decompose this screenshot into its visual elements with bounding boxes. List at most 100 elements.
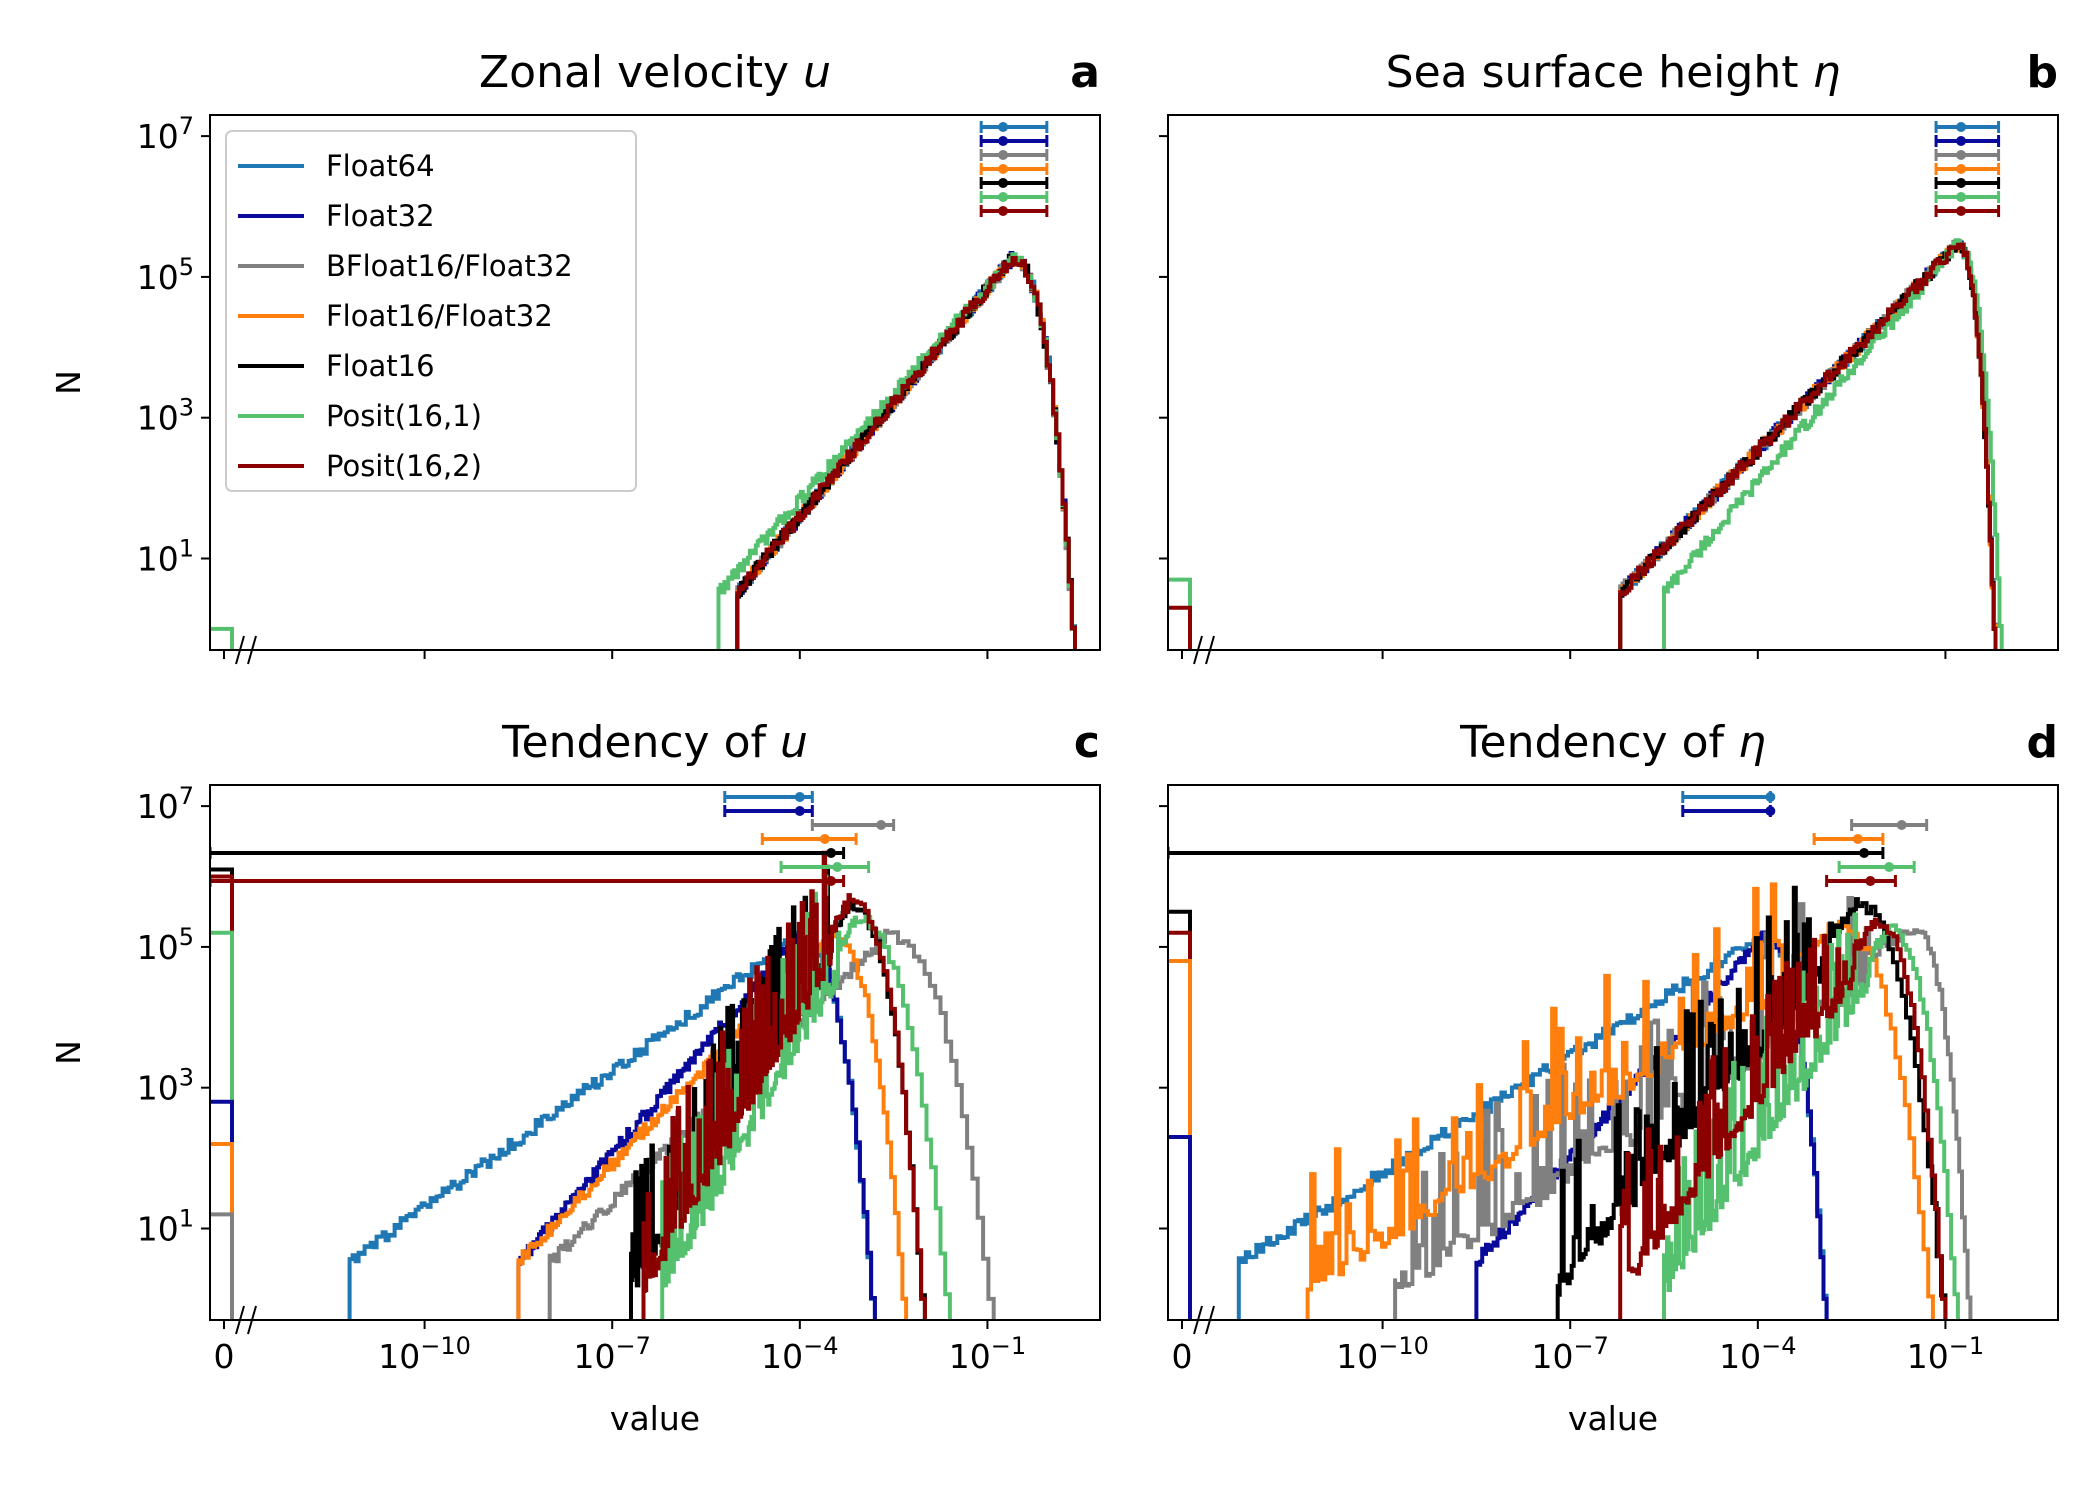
errorbar-posit-16-1 [779, 861, 871, 873]
errorbar-bfloat16-float32 [979, 149, 1049, 161]
errorbar-posit-16-2 [1934, 205, 2001, 217]
legend-label: Posit(16,2) [326, 449, 482, 483]
errorbar-float64 [979, 121, 1049, 133]
x-tick-label: 0 [1172, 1337, 1193, 1376]
errorbar-float16-float32 [1812, 833, 1885, 845]
plot-area [1168, 791, 1973, 1320]
errorbar-posit-16-2 [1825, 875, 1897, 887]
x-tick-label: 10−10 [378, 1332, 471, 1376]
errorbar-float16-float32 [1934, 163, 2001, 175]
x-tick-label: 10−7 [1532, 1332, 1609, 1376]
errorbar-posit-16-1 [1934, 191, 2001, 203]
x-tick-label: 10−1 [949, 1332, 1026, 1376]
panel-b: Sea surface height η b [1159, 47, 2059, 665]
series-line-posit-16-2 [1618, 917, 1948, 1320]
zero-bin-float16-float32 [210, 1142, 234, 1320]
legend-label: Float16 [326, 349, 435, 383]
zero-bin-posit-16-1 [210, 626, 234, 650]
y-tick-label: 101 [137, 534, 194, 578]
zero-bin-float32 [210, 1099, 234, 1320]
zero-bin-float16 [210, 867, 234, 1320]
y-tick-label: 103 [137, 1064, 194, 1108]
x-tick-label: 10−7 [574, 1332, 651, 1376]
axes-frame [1167, 114, 2059, 651]
zero-bin-float32 [1168, 1135, 1192, 1320]
axis-break-mark [235, 635, 257, 665]
y-tick-label: 101 [137, 1204, 194, 1248]
panel-title: Tendency of η [1459, 717, 1766, 768]
panel-title: Zonal velocity u [479, 47, 831, 98]
errorbar-float16-float32 [979, 163, 1049, 175]
errorbar-float32 [979, 135, 1049, 147]
errorbar-bfloat16-float32 [1850, 819, 1929, 831]
errorbar-bfloat16-float32 [1934, 149, 2001, 161]
zero-bin-posit-16-1 [1168, 577, 1192, 650]
legend-label: Float32 [326, 199, 435, 233]
y-tick-label: 103 [137, 394, 194, 438]
x-tick-label: 10−4 [761, 1332, 838, 1376]
panel-d: 0 10−10 10−7 10−4 10−1 Tendency of η d value [1159, 717, 2059, 1438]
series-line-float16 [735, 253, 1077, 650]
panel-letter: d [2027, 717, 2059, 768]
plot-area [1168, 121, 2004, 650]
series-line-float32 [735, 251, 1077, 650]
panel-letter: c [1074, 717, 1100, 768]
legend: Float64 Float32 BFloat16/Float32 Float16/Fl… [225, 130, 637, 492]
x-tick-label: 10−1 [1907, 1332, 1984, 1376]
plot-area [210, 791, 996, 1320]
axis-break-mark [235, 1305, 257, 1335]
zero-bin-bfloat16-float32 [210, 1212, 234, 1320]
zero-bin-float16-float32 [1168, 959, 1192, 1320]
axes-frame [209, 114, 1101, 651]
panel-letter: b [2027, 47, 2059, 98]
errorbar-float16 [1168, 847, 1885, 859]
x-tick-label: 0 [214, 1337, 235, 1376]
legend-label: BFloat16/Float32 [326, 249, 573, 283]
errorbar-float16 [210, 847, 846, 859]
series-line-posit-16-2 [735, 256, 1077, 650]
axes-frame [1167, 784, 2059, 1321]
y-axis-label: N [49, 370, 88, 395]
panel-c: 0 10−10 10−7 10−4 10−1 107 105 103 101 Tendency o… [49, 717, 1101, 1438]
y-tick-label: 107 [137, 782, 194, 826]
series-line-float16-float32 [1618, 242, 1998, 650]
plot-area [210, 121, 1077, 650]
series-line-float16 [1618, 243, 1998, 650]
errorbar-float32 [1934, 135, 2001, 147]
series-line-float16-float32 [735, 253, 1077, 650]
errorbar-float16 [979, 177, 1049, 189]
errorbar-posit-16-1 [1837, 861, 1916, 873]
errorbar-posit-16-2 [979, 205, 1049, 217]
series-line-posit-16-1 [1662, 238, 2004, 650]
series-line-float32 [1618, 241, 1998, 650]
x-axis-label: value [1568, 1399, 1658, 1438]
series-line-bfloat16-float32 [1618, 238, 1998, 650]
zero-bin-posit-16-1 [210, 930, 234, 1320]
y-axis-label: N [49, 1040, 88, 1065]
errorbar-float64 [1934, 121, 2001, 133]
x-axis-label: value [610, 1399, 700, 1438]
errorbar-bfloat16-float32 [810, 819, 896, 831]
errorbar-posit-16-1 [979, 191, 1049, 203]
series-line-posit-16-2 [1618, 242, 1998, 650]
errorbar-float16-float32 [760, 833, 858, 845]
x-tick-label: 10−10 [1336, 1332, 1429, 1376]
errorbar-float64 [723, 791, 814, 803]
axis-break-mark [1193, 635, 1215, 665]
errorbar-float16 [1934, 177, 2001, 189]
zero-bin-float16 [1168, 909, 1192, 1320]
y-tick-label: 105 [137, 923, 194, 967]
zero-bin-posit-16-2 [1168, 605, 1192, 650]
panel-title: Tendency of u [501, 717, 808, 768]
axes-frame [209, 784, 1101, 1321]
axis-break-mark [1193, 1305, 1215, 1335]
errorbar-posit-16-2 [210, 875, 846, 887]
series-line-posit-16-2 [641, 850, 927, 1320]
series-line-float32 [516, 933, 877, 1320]
series-line-float64 [1618, 238, 1998, 650]
panel-title: Sea surface height η [1386, 47, 1841, 98]
series-line-bfloat16-float32 [735, 255, 1077, 650]
y-tick-label: 107 [137, 112, 194, 156]
legend-label: Float16/Float32 [326, 299, 553, 333]
